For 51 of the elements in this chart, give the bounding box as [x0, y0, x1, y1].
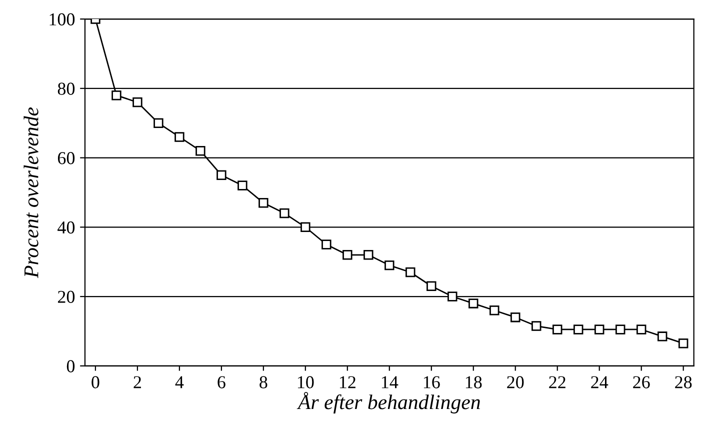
- x-tick-label: 20: [507, 376, 524, 388]
- point: [300, 222, 310, 232]
- x-tick-label: 24: [591, 376, 608, 388]
- y-tick-label: 80: [58, 82, 75, 95]
- x-tick-label: 22: [549, 376, 566, 388]
- point: [216, 170, 226, 180]
- point: [238, 180, 248, 190]
- point: [406, 267, 416, 278]
- x-tick-label: 0: [92, 376, 100, 388]
- x-tick-label: 16: [424, 376, 440, 388]
- point: [678, 338, 688, 348]
- point: [657, 332, 668, 342]
- point: [490, 306, 500, 316]
- point: [280, 208, 290, 218]
- point: [448, 292, 458, 302]
- y-tick-label: 20: [58, 290, 75, 303]
- point: [615, 324, 626, 334]
- x-tick-label: 18: [466, 376, 482, 388]
- point: [112, 90, 122, 100]
- point: [510, 312, 520, 322]
- x-tick-label: 4: [175, 376, 184, 388]
- point: [322, 240, 332, 250]
- y-tick-label: 0: [66, 360, 75, 372]
- x-tick-label: 12: [340, 376, 356, 388]
- point: [258, 198, 268, 208]
- y-tick-label: 40: [58, 221, 75, 234]
- point: [594, 324, 604, 334]
- point: [468, 298, 478, 308]
- x-tick-label: 10: [298, 376, 314, 388]
- point: [132, 97, 142, 108]
- point: [196, 146, 206, 156]
- point: [574, 324, 584, 334]
- y-tick-label: 60: [58, 152, 75, 164]
- y-axis-title: Procent overlevende: [24, 107, 38, 278]
- point: [552, 324, 562, 334]
- point: [174, 132, 184, 142]
- point: [384, 260, 394, 270]
- point: [364, 250, 374, 260]
- x-tick-label: 14: [382, 376, 398, 388]
- x-tick-label: 26: [633, 376, 650, 388]
- x-axis-title: År efter behandlingen: [296, 392, 480, 414]
- y-tick-label: 100: [50, 13, 75, 26]
- point: [154, 118, 164, 128]
- point: [636, 324, 646, 334]
- x-tick-label: 6: [218, 376, 226, 388]
- point: [342, 250, 352, 260]
- x-tick-label: 28: [675, 376, 692, 388]
- x-tick-label: 8: [260, 376, 268, 388]
- point: [532, 321, 542, 331]
- x-tick-label: 2: [134, 376, 141, 388]
- point: [426, 281, 436, 291]
